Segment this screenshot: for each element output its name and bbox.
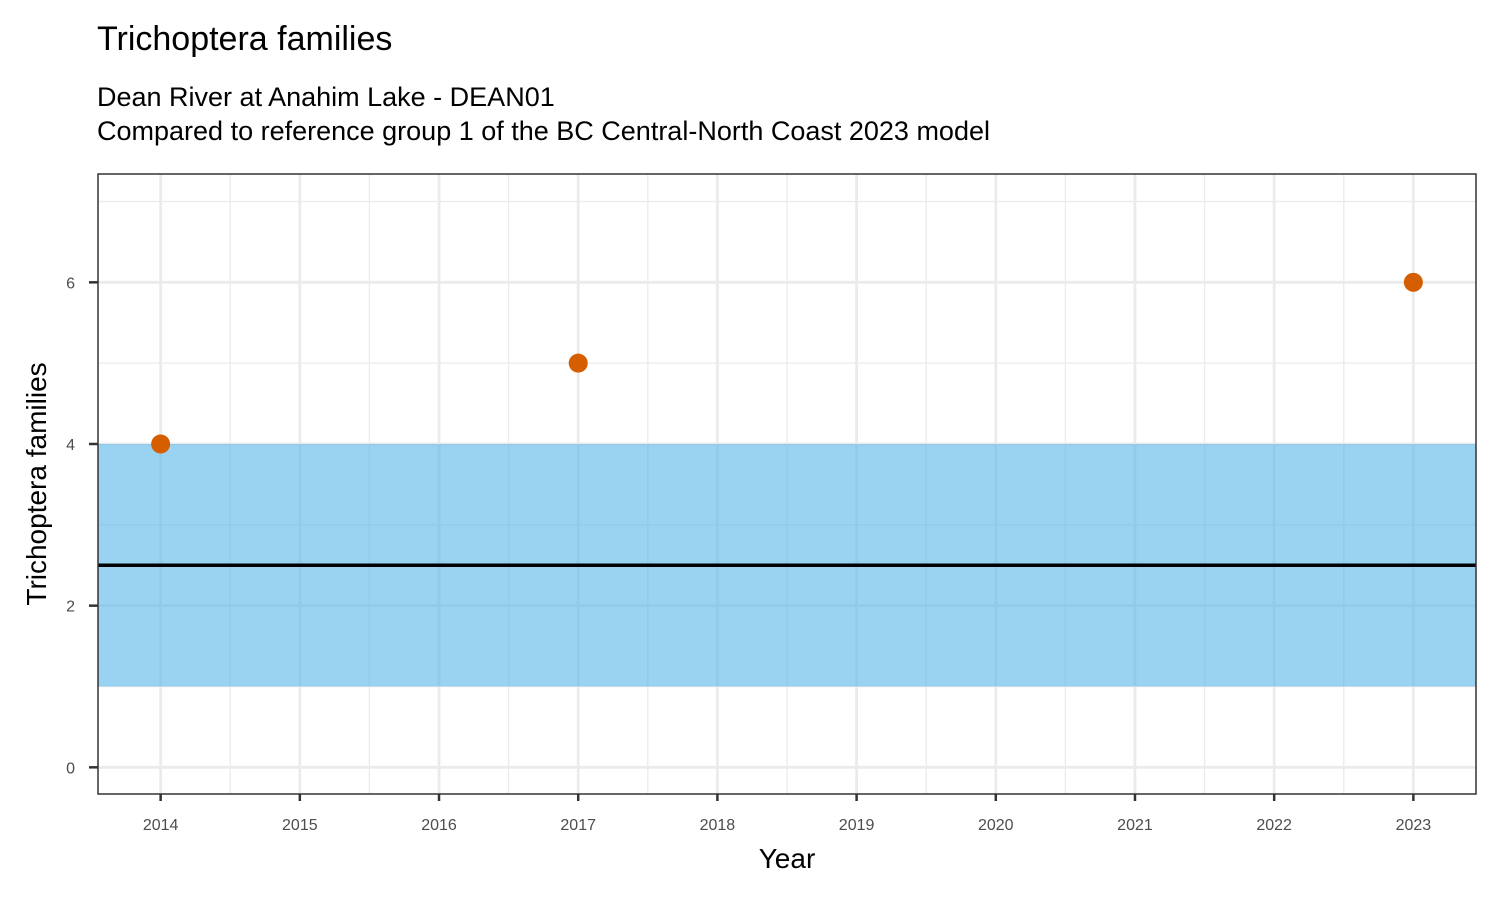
chart-subtitle-model: Compared to reference group 1 of the BC …	[97, 116, 990, 146]
x-tick-label: 2020	[978, 817, 1014, 834]
y-tick-label: 0	[66, 760, 75, 777]
data-point	[568, 353, 588, 373]
plot-panel-border	[97, 173, 1477, 795]
chart-title: Trichoptera families	[97, 20, 393, 58]
chart-subtitle-site: Dean River at Anahim Lake - DEAN01	[97, 82, 555, 112]
x-tick-label: 2016	[421, 817, 457, 834]
x-axis-title: Year	[759, 843, 816, 874]
y-tick-label: 6	[66, 275, 75, 292]
x-tick-label: 2023	[1396, 817, 1432, 834]
y-axis-title: Trichoptera families	[21, 362, 52, 605]
y-tick-label: 2	[66, 599, 75, 616]
data-point	[151, 434, 171, 454]
x-tick-label: 2021	[1117, 817, 1153, 834]
x-tick-label: 2017	[560, 817, 596, 834]
x-tick-label: 2022	[1256, 817, 1292, 834]
data-point	[1403, 272, 1423, 292]
x-tick-label: 2014	[143, 817, 179, 834]
x-tick-label: 2015	[282, 817, 318, 834]
x-tick-label: 2019	[839, 817, 875, 834]
y-tick-label: 4	[66, 437, 75, 454]
x-tick-label: 2018	[700, 817, 736, 834]
